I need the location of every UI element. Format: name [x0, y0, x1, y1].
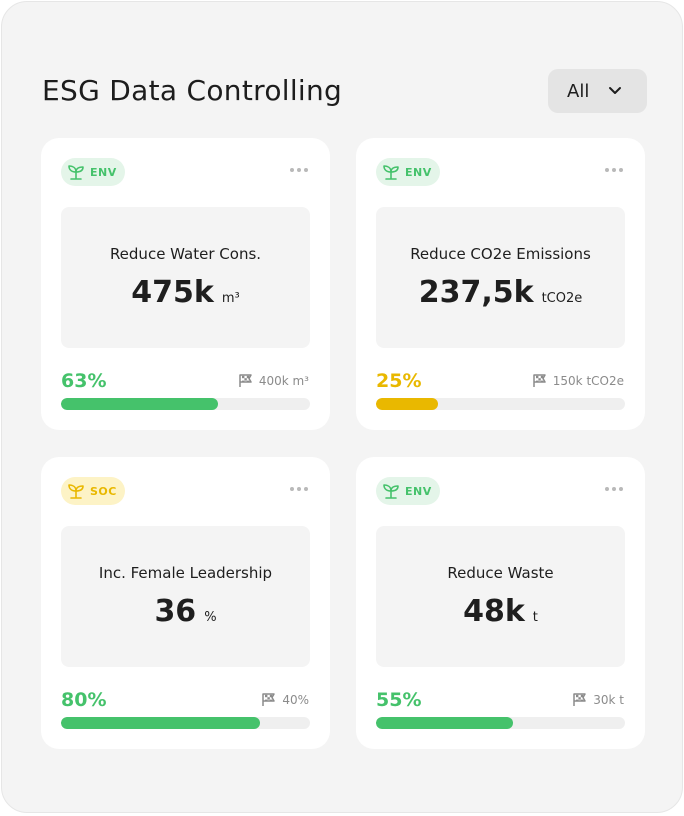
page-title: ESG Data Controlling	[42, 74, 343, 107]
chevron-down-icon	[609, 87, 621, 94]
category-tag: SOC	[61, 477, 125, 505]
goal-value: 36	[154, 594, 197, 629]
target-value: 150k tCO2e	[552, 373, 624, 388]
goal-summary: Inc. Female Leadership 36 %	[61, 526, 310, 667]
goal-value-row: 36 %	[61, 594, 310, 629]
target: 40%	[261, 692, 309, 707]
target: 150k tCO2e	[532, 373, 624, 388]
progress-bar	[61, 717, 310, 729]
progress-percent: 25%	[376, 370, 422, 392]
goal-value: 48k	[463, 594, 525, 629]
category-tag: ENV	[376, 158, 440, 186]
progress-fill	[376, 398, 439, 410]
filter-dropdown[interactable]: All	[548, 69, 647, 113]
progress-bar	[376, 398, 625, 410]
progress-bar	[376, 717, 625, 729]
category-tag-label: ENV	[405, 484, 432, 498]
progress-percent: 63%	[61, 370, 107, 392]
goal-value-row: 475k m³	[61, 275, 310, 310]
goal-summary: Reduce Waste 48k t	[376, 526, 625, 667]
progress-fill	[61, 398, 218, 410]
flag-icon	[262, 693, 276, 706]
progress-bar	[61, 398, 310, 410]
target-value: 400k m³	[258, 373, 309, 388]
goal-value: 237,5k	[418, 275, 534, 310]
category-tag-label: SOC	[90, 484, 117, 498]
category-tag-label: ENV	[405, 165, 432, 179]
category-tag: ENV	[61, 158, 125, 186]
goal-value-row: 237,5k tCO2e	[376, 275, 625, 310]
target-value: 40%	[282, 692, 309, 707]
category-tag: ENV	[376, 477, 440, 505]
target: 30k t	[572, 692, 624, 707]
more-options-icon[interactable]	[288, 485, 310, 493]
more-options-icon[interactable]	[288, 166, 310, 174]
goal-unit: m³	[221, 291, 240, 306]
sprout-icon	[68, 165, 84, 180]
sprout-icon	[383, 484, 399, 499]
goal-card-female-leadership[interactable]: SOC Inc. Female Leadership 36 % 80% 40%	[41, 457, 330, 749]
goal-title: Reduce CO2e Emissions	[410, 245, 591, 263]
goal-card-water[interactable]: ENV Reduce Water Cons. 475k m³ 63% 400k …	[41, 138, 330, 430]
goal-value-row: 48k t	[376, 594, 625, 629]
goal-summary: Reduce Water Cons. 475k m³	[61, 207, 310, 348]
goal-title: Reduce Water Cons.	[109, 245, 262, 263]
more-options-icon[interactable]	[603, 166, 625, 174]
flag-icon	[573, 693, 586, 706]
progress-fill	[61, 717, 261, 729]
more-options-icon[interactable]	[603, 485, 625, 493]
progress-percent: 80%	[61, 689, 107, 711]
goal-unit: tCO2e	[541, 291, 583, 306]
goal-title: Reduce Waste	[447, 564, 554, 582]
goal-card-waste[interactable]: ENV Reduce Waste 48k t 55% 30k t	[356, 457, 645, 749]
goal-unit: t	[532, 610, 538, 625]
goal-title: Inc. Female Leadership	[98, 564, 273, 582]
progress-fill	[376, 717, 513, 729]
flag-icon	[533, 374, 546, 387]
sprout-icon	[383, 165, 399, 180]
goal-unit: %	[204, 610, 217, 625]
goal-summary: Reduce CO2e Emissions 237,5k tCO2e	[376, 207, 625, 348]
target: 400k m³	[238, 373, 309, 388]
sprout-icon	[68, 484, 84, 499]
goal-value: 475k	[131, 275, 214, 310]
category-tag-label: ENV	[90, 165, 117, 179]
flag-icon	[239, 374, 252, 387]
progress-percent: 55%	[376, 689, 422, 711]
filter-value: All	[567, 80, 590, 102]
target-value: 30k t	[593, 692, 624, 707]
goal-card-co2e[interactable]: ENV Reduce CO2e Emissions 237,5k tCO2e 2…	[356, 138, 645, 430]
